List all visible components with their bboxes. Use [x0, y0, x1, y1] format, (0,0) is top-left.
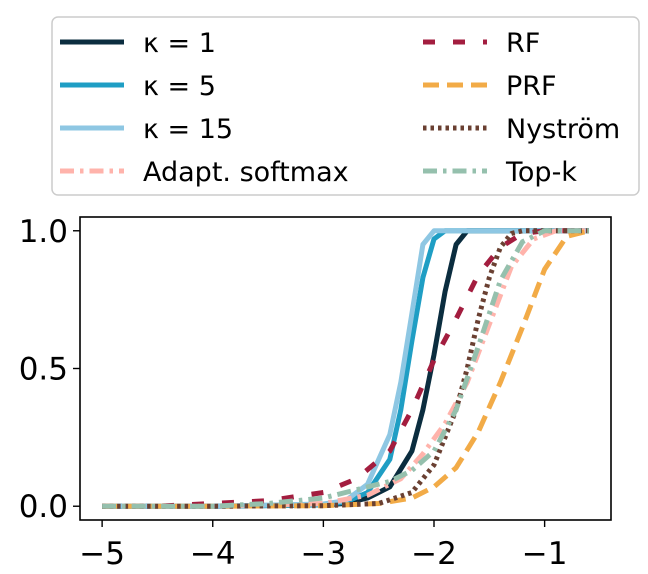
x-tick-label: −1 — [522, 536, 568, 572]
series-line-5 — [102, 228, 589, 509]
series-line-6 — [102, 228, 590, 509]
legend-label-1: κ = 1 — [143, 28, 216, 59]
legend-label-3: κ = 15 — [143, 114, 233, 145]
series-line-4 — [102, 228, 589, 509]
x-tick-label: −3 — [301, 536, 347, 572]
plot-frame — [79, 216, 612, 521]
series-line-8 — [102, 228, 589, 509]
y-tick-label: 0.5 — [19, 352, 68, 388]
series-line-2 — [102, 228, 589, 509]
x-tick-label: −4 — [190, 536, 236, 572]
legend-label-5: RF — [506, 28, 540, 59]
x-tick-label: −5 — [79, 536, 125, 572]
x-tick-label: −2 — [411, 536, 457, 572]
legend-label-2: κ = 5 — [143, 71, 216, 102]
legend-label-8: Top-k — [505, 157, 577, 188]
series-line-1 — [102, 228, 589, 509]
y-tick-label: 1.0 — [19, 214, 68, 250]
series-line-7 — [102, 228, 589, 509]
y-tick-label: 0.0 — [19, 489, 68, 525]
legend-label-7: Nyström — [506, 114, 620, 145]
legend-frame — [51, 16, 640, 196]
axes-layer: −5 −4 −3 −2 −1 0.0 0.5 1.0 — [19, 214, 568, 572]
legend: κ = 1 κ = 5 κ = 15 Adapt. softmax RF PRF Nystr… — [51, 16, 640, 196]
series-line-3 — [102, 228, 589, 509]
legend-label-6: PRF — [506, 71, 557, 102]
series-layer — [102, 228, 590, 509]
legend-label-4: Adapt. softmax — [143, 157, 349, 188]
